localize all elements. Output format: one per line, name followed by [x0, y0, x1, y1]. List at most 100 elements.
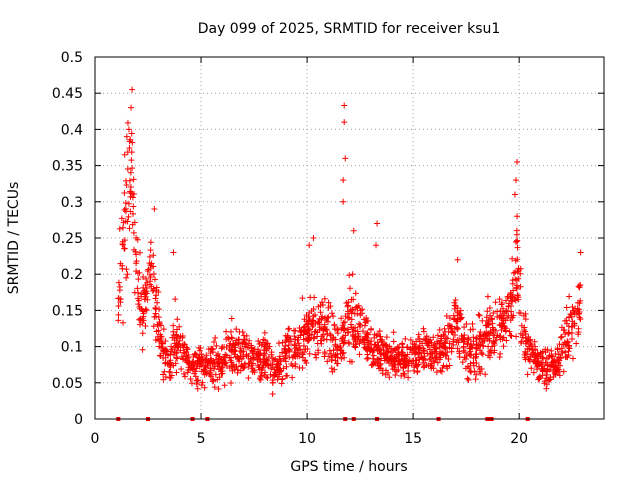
- data-point: [180, 370, 187, 377]
- data-point: [491, 347, 498, 354]
- data-point: [286, 354, 293, 361]
- data-point: [140, 308, 147, 315]
- data-point: [576, 309, 583, 316]
- data-point: [452, 297, 459, 304]
- data-point: [135, 276, 142, 283]
- data-point: [135, 289, 142, 296]
- data-point: [120, 319, 127, 326]
- data-point: [434, 332, 441, 339]
- data-point: [373, 359, 380, 366]
- data-point: [349, 306, 356, 313]
- data-point: [240, 336, 247, 343]
- data-point: [367, 326, 374, 333]
- data-point: [514, 158, 521, 165]
- data-point: [445, 356, 452, 363]
- data-point: [294, 337, 301, 344]
- data-point: [496, 354, 503, 361]
- data-point: [345, 299, 352, 306]
- data-point: [525, 356, 532, 363]
- data-point: [490, 309, 497, 316]
- data-point: [402, 358, 409, 365]
- data-point: [254, 362, 261, 369]
- data-point: [436, 356, 443, 363]
- data-point: [140, 317, 147, 324]
- data-point: [237, 367, 244, 374]
- data-point: [117, 260, 124, 267]
- data-point: [438, 368, 445, 375]
- data-point: [120, 219, 127, 226]
- data-point: [390, 329, 397, 336]
- data-point: [291, 341, 298, 348]
- data-point: [430, 342, 437, 349]
- data-point: [454, 256, 461, 263]
- data-point: [232, 340, 239, 347]
- data-point: [275, 366, 282, 373]
- data-point: [166, 362, 173, 369]
- data-point: [374, 220, 381, 227]
- data-point: [399, 340, 406, 347]
- data-point: [211, 384, 218, 391]
- data-point: [289, 362, 296, 369]
- data-point: [306, 242, 313, 249]
- data-point: [130, 176, 137, 183]
- data-point: [372, 341, 379, 348]
- x-tick-label: 10: [298, 431, 316, 447]
- data-point: [233, 326, 240, 333]
- data-point: [328, 365, 335, 372]
- data-point: [176, 337, 183, 344]
- data-point: [153, 313, 160, 320]
- data-point: [160, 348, 167, 355]
- data-point: [124, 166, 131, 173]
- data-point: [575, 299, 582, 306]
- data-point: [443, 313, 450, 320]
- data-point: [162, 374, 169, 381]
- data-point: [560, 327, 567, 334]
- data-point: [375, 356, 382, 363]
- data-point: [279, 349, 286, 356]
- data-point: [150, 252, 157, 259]
- data-point: [571, 320, 578, 327]
- data-point: [370, 352, 377, 359]
- data-point: [261, 355, 268, 362]
- data-point: [118, 215, 125, 222]
- data-point: [436, 326, 443, 333]
- data-point: [379, 336, 386, 343]
- data-point: [313, 354, 320, 361]
- data-point: [272, 371, 279, 378]
- data-point: [342, 332, 349, 339]
- data-point: [506, 300, 513, 307]
- data-point: [570, 355, 577, 362]
- data-point: [467, 369, 474, 376]
- data-point: [173, 349, 180, 356]
- data-point: [485, 317, 492, 324]
- data-point: [351, 336, 358, 343]
- data-point: [149, 288, 156, 295]
- data-point: [473, 371, 480, 378]
- data-point: [538, 363, 545, 370]
- data-point: [339, 336, 346, 343]
- y-tick-label: 0.5: [61, 50, 83, 66]
- data-point: [125, 213, 132, 220]
- data-point: [413, 357, 420, 364]
- data-point: [441, 340, 448, 347]
- data-point: [566, 345, 573, 352]
- data-point: [339, 350, 346, 357]
- data-point: [470, 354, 477, 361]
- data-point: [441, 325, 448, 332]
- y-tick-label: 0.3: [61, 195, 83, 211]
- data-point: [309, 323, 316, 330]
- data-point: [386, 374, 393, 381]
- y-tick-label: 0.1: [61, 340, 83, 356]
- data-point: [414, 369, 421, 376]
- data-point: [367, 341, 374, 348]
- data-point: [456, 310, 463, 317]
- data-point: [556, 372, 563, 379]
- data-point: [123, 182, 130, 189]
- data-point: [503, 337, 510, 344]
- data-point: [469, 320, 476, 327]
- y-tick-label: 0.05: [52, 376, 83, 392]
- data-point: [212, 356, 219, 363]
- data-point: [448, 329, 455, 336]
- data-point: [405, 367, 412, 374]
